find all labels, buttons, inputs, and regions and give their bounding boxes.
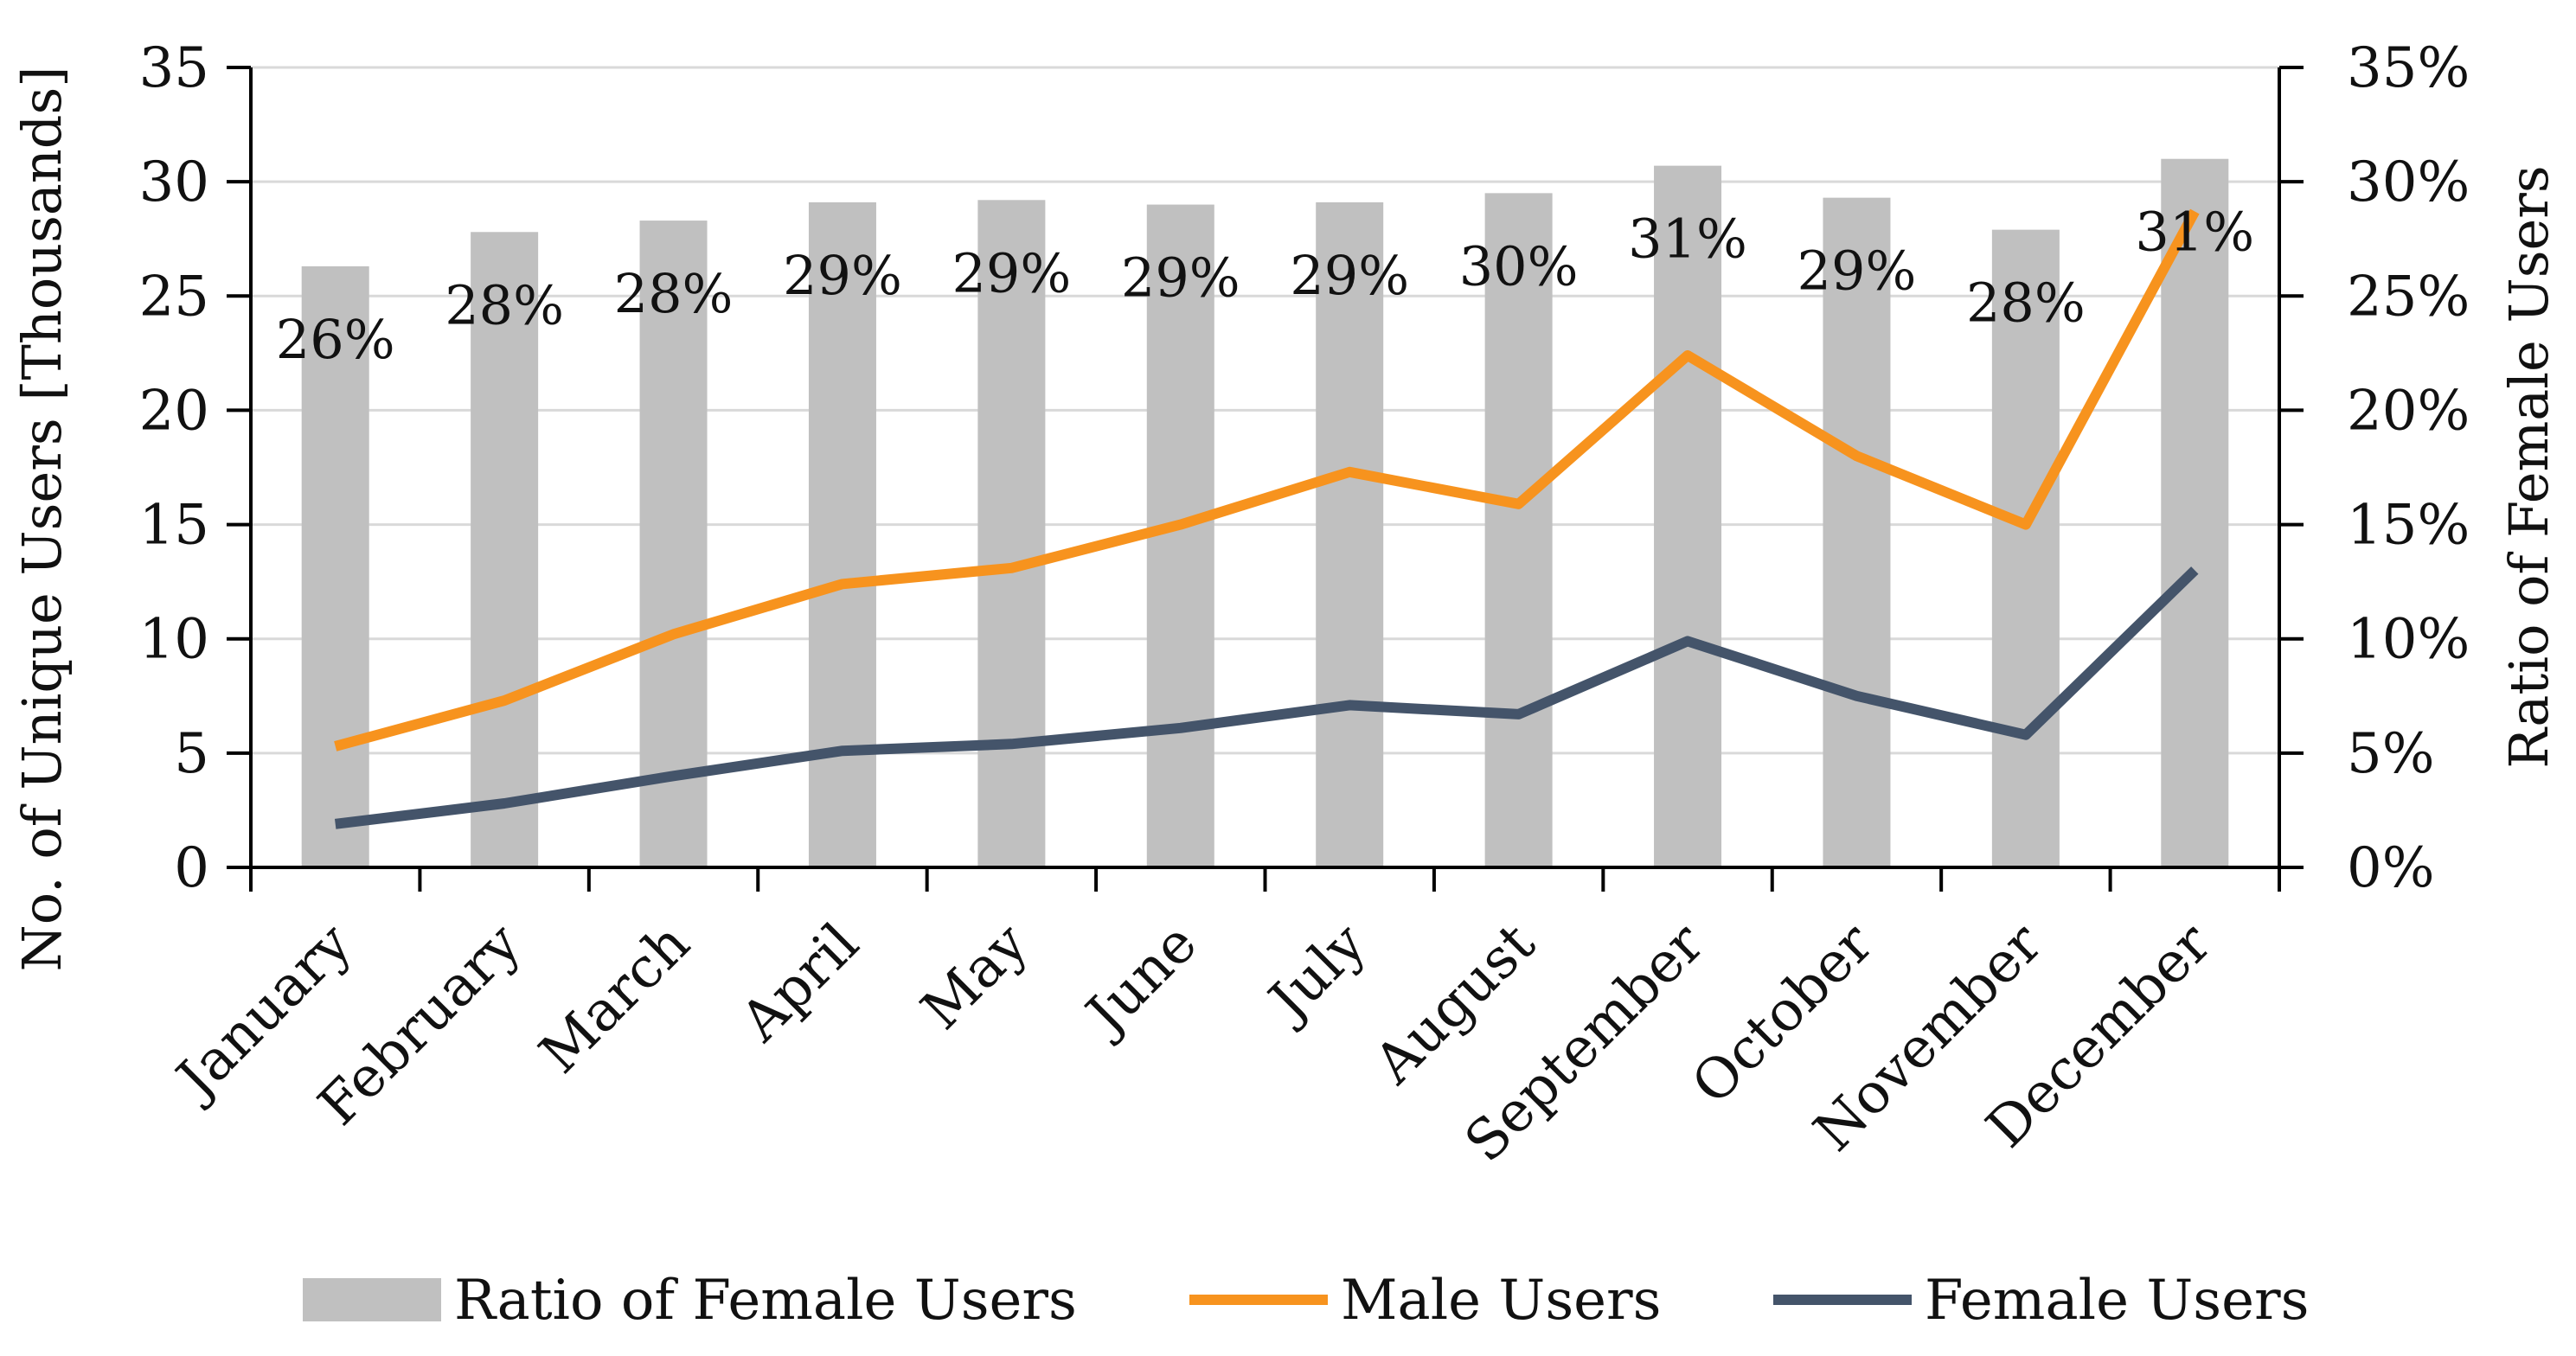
left-tick-label: 10 [139, 608, 209, 672]
right-tick-label: 5% [2347, 722, 2435, 786]
left-tick-label: 5 [174, 722, 209, 786]
right-axis-title: Ratio of Female Users [2497, 165, 2560, 768]
ratio-data-label: 31% [2135, 201, 2254, 264]
ratio-bar [639, 221, 708, 868]
ratio-data-label: 29% [783, 244, 902, 307]
ratio-data-label: 29% [952, 241, 1071, 304]
ratio-bar [1146, 204, 1214, 868]
left-tick-label: 35 [139, 36, 209, 100]
ratio-bar [1654, 165, 1722, 868]
right-tick-label: 10% [2347, 608, 2470, 672]
x-tick-label: April [728, 911, 871, 1054]
ratio-data-labels: 26% 28% 28% 29% 29% 29% 29% 30% 31% 29% 28% 31% [276, 201, 2254, 371]
left-tick-label: 0 [174, 836, 209, 900]
ratio-data-label: 28% [614, 262, 734, 325]
ratio-bar [471, 232, 539, 867]
left-tick-label: 30 [139, 150, 209, 214]
left-tick-label: 25 [139, 265, 209, 329]
x-tick-label: March [528, 911, 702, 1086]
right-tick-label: 30% [2347, 150, 2470, 214]
axes [227, 66, 2304, 892]
right-tick-label: 25% [2347, 265, 2470, 329]
legend-label-female-users: Female Users [1925, 1269, 2309, 1333]
legend: Ratio of Female Users Male Users Female Us… [303, 1269, 2309, 1333]
legend-swatch-ratio-of-female-users [303, 1278, 441, 1321]
ratio-bars [301, 158, 2229, 868]
legend-label-ratio-of-female-users: Ratio of Female Users [454, 1269, 1077, 1333]
right-axis-tick-labels: 0% 5% 10% 15% 20% 25% 30% 35% [2347, 36, 2470, 900]
ratio-bar [1991, 229, 2060, 868]
gridlines [251, 66, 2279, 755]
ratio-data-label: 28% [445, 273, 564, 336]
left-axis-title: No. of Unique Users [Thousands] [10, 67, 74, 972]
ratio-bar [1484, 193, 1553, 867]
female-users-line [334, 566, 2199, 829]
line-series [334, 208, 2200, 829]
ratio-data-label: 29% [1797, 240, 1917, 303]
legend-label-male-users: Male Users [1341, 1269, 1661, 1333]
ratio-bar [1823, 197, 1891, 868]
ratio-data-label: 31% [1628, 208, 1747, 271]
x-tick-label: May [909, 911, 1040, 1042]
ratio-data-label: 30% [1459, 234, 1579, 297]
right-tick-label: 0% [2347, 836, 2435, 900]
left-tick-label: 15 [139, 494, 209, 558]
x-tick-label: July [1254, 911, 1379, 1036]
left-axis-tick-labels: 0 5 10 15 20 25 30 35 [139, 36, 209, 900]
ratio-bar [2161, 158, 2229, 867]
male-users-line [334, 208, 2200, 752]
right-tick-label: 15% [2347, 494, 2470, 558]
ratio-data-label: 26% [276, 308, 395, 371]
ratio-bar [1316, 201, 1384, 867]
ratio-data-label: 29% [1290, 244, 1409, 307]
ratio-data-label: 29% [1121, 246, 1240, 310]
left-tick-label: 20 [139, 379, 209, 443]
right-tick-label: 20% [2347, 379, 2470, 443]
ratio-data-label: 28% [1966, 272, 2086, 335]
ratio-bar [301, 265, 369, 867]
ratio-bar [977, 200, 1046, 868]
right-tick-label: 35% [2347, 36, 2470, 100]
x-tick-label: June [1071, 911, 1209, 1050]
